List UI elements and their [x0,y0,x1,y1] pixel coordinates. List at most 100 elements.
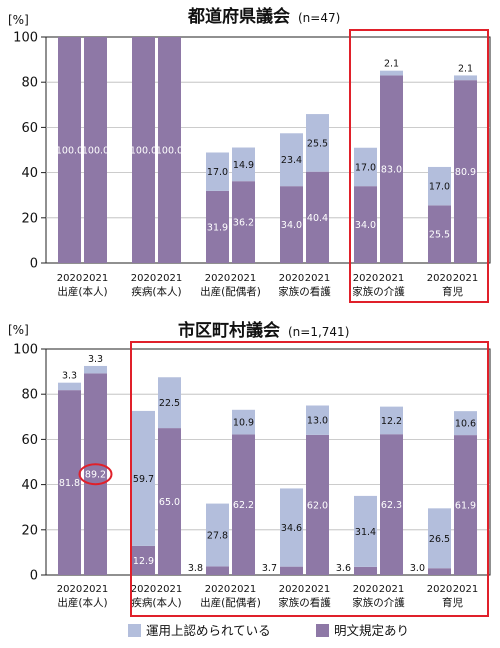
data-label-explicit: 61.9 [455,501,476,512]
x-category-label: 家族の介護 [352,285,405,298]
data-label-operational: 17.0 [429,182,450,193]
bar-operational-2021 [232,409,255,435]
x-year-label: 2021 [157,584,182,595]
x-year-label: 2021 [379,584,404,595]
data-label-operational: 13.0 [307,416,328,427]
x-year-label: 2021 [453,273,478,284]
x-year-label: 2021 [305,584,330,595]
highlight-box [130,341,489,617]
bar-explicit-2021 [454,80,477,263]
bar-explicit-2020 [58,37,81,263]
data-label-explicit: 34.0 [281,220,302,231]
data-label-operational: 14.9 [233,160,254,171]
x-year-label: 2020 [131,584,156,595]
data-label-explicit: 62.0 [307,500,328,511]
data-label-operational: 25.5 [307,138,328,149]
data-label-operational: 23.4 [281,155,302,166]
x-year-label: 2021 [157,273,182,284]
x-category-label: 出産(配偶者) [200,596,261,609]
x-category-label: 育児 [442,596,463,609]
x-year-label: 2021 [305,273,330,284]
x-year-label: 2020 [131,273,156,284]
bar-operational-2021 [454,75,477,81]
data-label-operational: 17.0 [207,167,228,178]
x-category-label: 出産(本人) [57,596,107,609]
bar-operational-2021 [232,147,255,182]
data-label-explicit: 12.9 [133,556,154,567]
chart-subtitle-prefectural: (n=47) [298,11,340,25]
data-label-operational: 12.2 [381,416,402,427]
bar-explicit-2021 [84,373,107,575]
y-tick-label: 60 [21,433,38,448]
data-label-operational: 34.6 [281,523,302,534]
data-label-explicit: 81.8 [59,478,80,489]
x-category-label: 家族の介護 [352,596,405,609]
x-year-label: 2020 [353,584,378,595]
x-year-label: 2020 [279,273,304,284]
data-label-explicit: 3.7 [262,563,277,574]
x-category-label: 疾病(本人) [131,285,181,298]
y-tick-label: 80 [21,388,38,403]
y-tick-label: 60 [21,121,38,136]
data-label-operational: 17.0 [355,162,376,173]
plot-frame [45,348,491,576]
bar-operational-2020 [58,382,81,391]
chart-title-prefectural: 都道府県議会 [187,6,290,27]
plot-frame [45,36,491,264]
bar-operational-2020 [354,495,377,567]
x-year-label: 2020 [279,584,304,595]
y-tick-label: 20 [21,523,38,538]
legend-swatch-explicit [316,624,329,637]
data-label-explicit: 62.3 [381,500,402,511]
data-label-explicit: 62.2 [233,500,254,511]
data-label-operational: 10.6 [455,419,476,430]
x-year-label: 2020 [353,273,378,284]
data-label-explicit: 3.8 [188,563,203,574]
bar-operational-2020 [428,508,451,569]
bar-operational-2020 [280,133,303,187]
data-label-operational: 31.4 [355,527,376,538]
x-year-label: 2021 [83,584,108,595]
data-label-explicit: 100.0 [82,146,109,157]
bar-explicit-2020 [280,566,303,575]
chart-title-municipal: 市区町村議会 [178,320,280,341]
x-year-label: 2021 [379,273,404,284]
data-label-operational: 59.7 [133,474,154,485]
y-tick-label: 0 [30,569,38,584]
data-label-explicit: 100.0 [130,146,157,157]
data-label-explicit: 89.2 [85,470,106,481]
x-category-label: 疾病(本人) [131,596,181,609]
x-year-label: 2021 [231,273,256,284]
bar-operational-2021 [306,405,329,435]
y-unit-prefectural: [%] [8,13,29,27]
x-year-label: 2021 [83,273,108,284]
data-label-explicit: 65.0 [159,497,180,508]
bar-explicit-2020 [206,190,229,263]
bar-explicit-2021 [454,435,477,575]
y-tick-label: 0 [30,257,38,272]
data-label-explicit: 100.0 [56,146,83,157]
bar-explicit-2021 [232,434,255,575]
data-label-operational: 27.8 [207,530,228,541]
bar-explicit-2020 [428,205,451,263]
data-label-explicit: 80.9 [455,167,476,178]
bar-operational-2020 [206,152,229,191]
data-label-explicit: 40.4 [307,213,328,224]
bar-explicit-2021 [84,37,107,263]
x-year-label: 2021 [453,584,478,595]
bar-explicit-2020 [58,390,81,575]
bar-operational-2021 [380,406,403,435]
chart-prefectural: 020406080100100.02020100.02021出産(本人)100.… [13,29,491,303]
y-tick-label: 40 [21,166,38,181]
bar-explicit-2020 [354,566,377,575]
bar-explicit-2020 [132,37,155,263]
highlight-circle [78,463,113,486]
y-unit-municipal: [%] [8,323,29,337]
bar-explicit-2020 [354,186,377,263]
bar-explicit-2021 [306,171,329,263]
data-label-operational: 2.1 [458,63,473,74]
legend-label-explicit: 明文規定あり [334,623,409,638]
x-year-label: 2020 [57,584,82,595]
bar-explicit-2020 [428,568,451,575]
